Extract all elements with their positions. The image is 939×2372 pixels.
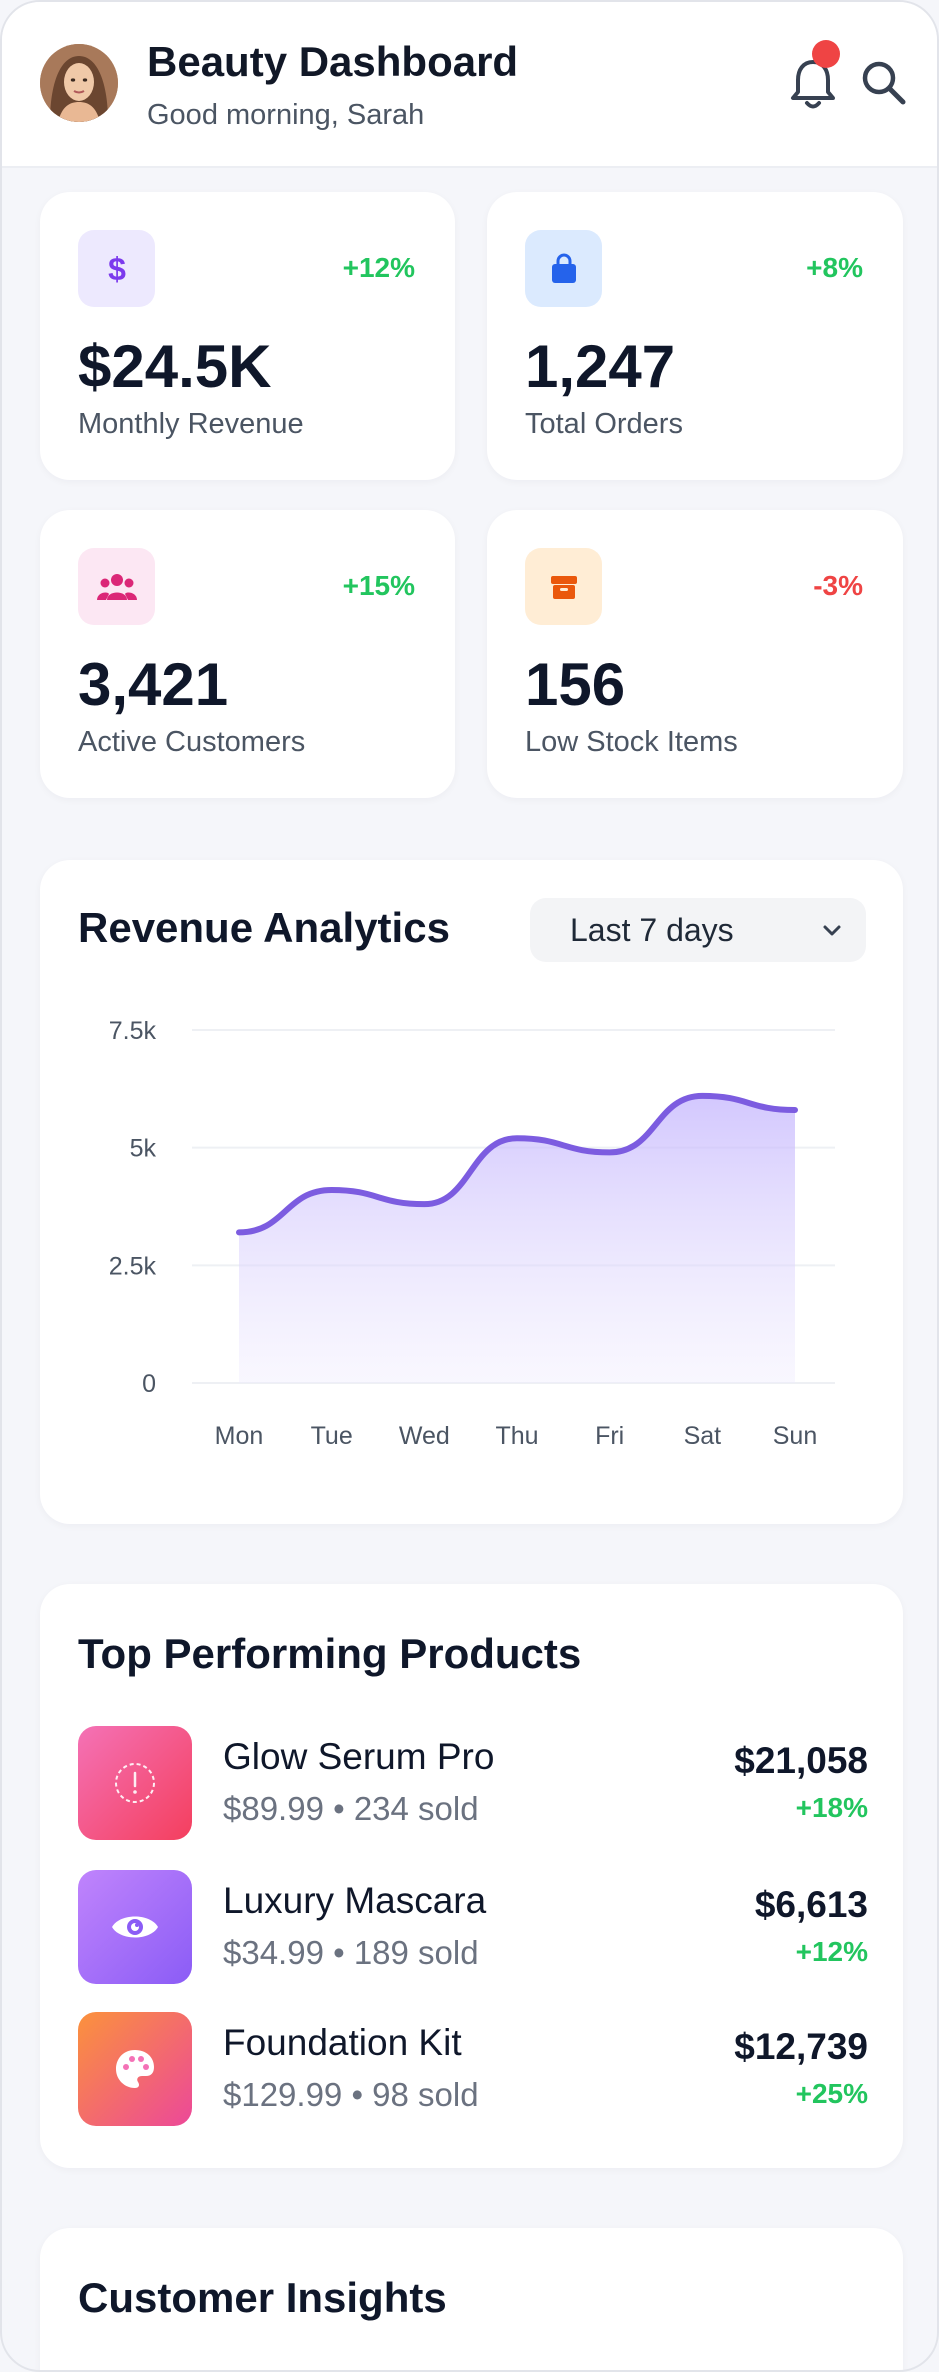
- y-tick-label: 7.5k: [109, 1017, 157, 1045]
- product-meta: $34.99 • 189 sold: [223, 1934, 479, 1971]
- stat-card-customers[interactable]: +15% 3,421 Active Customers: [40, 510, 455, 798]
- revenue-title: Revenue Analytics: [78, 904, 450, 951]
- x-tick-label: Mon: [215, 1422, 264, 1450]
- revenue-chart: 0 2.5k 5k 7.5k Mon Tue Wed Thu Fri Sat Sun: [109, 1017, 835, 1450]
- y-tick-label: 2.5k: [109, 1252, 157, 1280]
- x-tick-label: Sun: [773, 1422, 817, 1450]
- stat-change: -3%: [813, 570, 863, 601]
- eye-icon: [112, 1916, 158, 1938]
- stat-value: $24.5K: [78, 333, 272, 400]
- stat-change: +8%: [806, 252, 863, 283]
- product-meta: $89.99 • 234 sold: [223, 1790, 479, 1827]
- product-meta: $129.99 • 98 sold: [223, 2076, 479, 2113]
- search-icon[interactable]: [857, 56, 909, 108]
- users-icon: [78, 548, 155, 625]
- revenue-analytics-card: Revenue Analytics Last 7 days 0 2.5k 5k 7.5…: [40, 860, 903, 1524]
- stat-change: +12%: [342, 252, 415, 283]
- product-change: +25%: [795, 2078, 868, 2109]
- box-icon: [525, 548, 602, 625]
- x-tick-label: Tue: [311, 1422, 353, 1450]
- product-revenue: $6,613: [754, 1884, 868, 1925]
- svg-text:$: $: [108, 251, 126, 287]
- notification-badge: [812, 40, 840, 68]
- stat-label: Total Orders: [525, 408, 683, 440]
- product-row[interactable]: Luxury Mascara $34.99 • 189 sold $6,613 …: [78, 1870, 868, 1984]
- greeting-text: Good morning, Sarah: [147, 99, 425, 131]
- product-name: Glow Serum Pro: [223, 1736, 495, 1777]
- date-range-select[interactable]: Last 7 days: [530, 898, 866, 962]
- stat-value: 3,421: [78, 651, 229, 718]
- revenue-line: [236, 1092, 798, 1236]
- product-row[interactable]: Glow Serum Pro $89.99 • 234 sold $21,058…: [78, 1726, 868, 1840]
- product-name: Luxury Mascara: [223, 1880, 487, 1921]
- product-name: Foundation Kit: [223, 2022, 462, 2063]
- products-title: Top Performing Products: [78, 1630, 582, 1677]
- product-thumbnail: [78, 1870, 192, 1984]
- y-tick-label: 0: [142, 1370, 156, 1398]
- customer-insights-card: Customer Insights: [40, 2228, 903, 2370]
- product-thumbnail: [78, 2012, 192, 2126]
- chevron-down-icon: [823, 925, 841, 936]
- x-tick-label: Sat: [684, 1422, 722, 1450]
- insights-title: Customer Insights: [78, 2274, 447, 2321]
- revenue-area: [239, 1095, 795, 1383]
- x-tick-label: Thu: [495, 1422, 538, 1450]
- page-title: Beauty Dashboard: [147, 38, 519, 85]
- stat-change: +15%: [342, 570, 415, 601]
- product-row[interactable]: Foundation Kit $129.99 • 98 sold $12,739…: [78, 2012, 868, 2126]
- alert-circle-icon: [115, 1763, 155, 1803]
- stat-card-revenue[interactable]: $ +12% $24.5K Monthly Revenue: [40, 192, 455, 480]
- header: Beauty Dashboard Good morning, Sarah: [2, 2, 937, 168]
- stat-value: 156: [525, 651, 626, 718]
- date-range-value: Last 7 days: [570, 911, 734, 948]
- product-revenue: $21,058: [734, 1740, 868, 1781]
- product-change: +12%: [795, 1936, 868, 1967]
- avatar[interactable]: [40, 44, 118, 122]
- product-revenue: $12,739: [734, 2026, 868, 2067]
- stat-card-low-stock[interactable]: -3% 156 Low Stock Items: [487, 510, 903, 798]
- stat-card-orders[interactable]: +8% 1,247 Total Orders: [487, 192, 903, 480]
- product-change: +18%: [795, 1792, 868, 1823]
- stat-label: Active Customers: [78, 726, 306, 758]
- dollar-icon: $: [78, 230, 155, 307]
- stat-label: Monthly Revenue: [78, 408, 304, 440]
- product-thumbnail: [78, 1726, 192, 1840]
- stat-value: 1,247: [525, 333, 676, 400]
- top-products-card: Top Performing Products Glow Serum Pro $…: [40, 1584, 903, 2168]
- x-tick-label: Fri: [595, 1422, 624, 1450]
- y-tick-label: 5k: [130, 1135, 157, 1163]
- stat-label: Low Stock Items: [525, 726, 738, 758]
- shopping-bag-icon: [525, 230, 602, 307]
- x-tick-label: Wed: [399, 1422, 450, 1450]
- palette-icon: [116, 2050, 154, 2088]
